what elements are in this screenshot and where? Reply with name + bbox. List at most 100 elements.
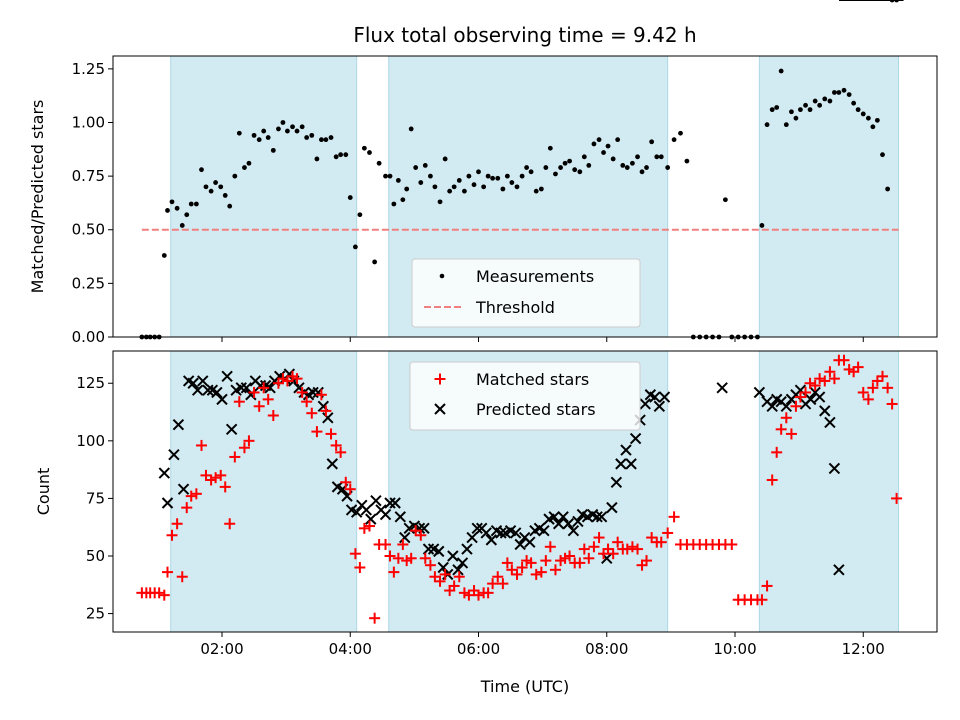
predicted-point <box>322 412 334 424</box>
measurement-point <box>357 212 363 218</box>
measurement-point <box>630 160 635 166</box>
matched-point <box>891 492 903 504</box>
x-tick-label: 06:00 <box>457 640 500 658</box>
matched-point <box>181 502 193 514</box>
measurement-point <box>620 162 626 168</box>
measurement-point <box>778 68 784 74</box>
y-tick-label: 0.75 <box>72 167 105 185</box>
matched-point <box>335 446 347 458</box>
y-tick-label: 75 <box>86 489 105 507</box>
matched-point <box>886 398 898 410</box>
measurement-point <box>323 137 329 143</box>
measurement-point <box>528 169 534 175</box>
matched-point <box>397 538 409 550</box>
matched-point <box>215 469 227 481</box>
predicted-point <box>658 391 671 403</box>
measurement-point <box>199 167 204 173</box>
measurement-point <box>658 154 664 160</box>
matched-point <box>171 518 183 530</box>
matched-point <box>662 527 674 539</box>
matched-point <box>852 361 864 373</box>
predicted-point <box>804 393 817 406</box>
measurement-point <box>481 184 487 190</box>
matched-point <box>267 409 279 421</box>
predicted-point <box>168 448 180 461</box>
predicted-point <box>197 375 209 387</box>
measurement-point <box>299 124 305 130</box>
measurement-point <box>285 128 290 134</box>
measurement-point <box>504 173 510 179</box>
matched-point <box>766 474 778 486</box>
matched-point <box>434 575 446 587</box>
measurement-point <box>418 180 424 185</box>
measurement-point <box>822 96 828 102</box>
x-tick-label: 08:00 <box>585 640 628 658</box>
matched-point <box>219 481 231 493</box>
matched-point <box>668 511 680 523</box>
predicted-point <box>221 370 233 383</box>
measurement-point <box>242 165 247 170</box>
x-axis-label: Time (UTC) <box>480 677 569 696</box>
predicted-point <box>629 432 642 445</box>
predicted-point <box>606 501 618 514</box>
matched-point <box>248 386 260 398</box>
measurement-point <box>500 186 506 192</box>
measurement-point <box>577 169 583 175</box>
measurement-point <box>466 173 472 179</box>
measurement-point <box>227 203 233 209</box>
predicted-point <box>202 384 214 396</box>
y-axis-label-bottom: Count <box>34 468 53 516</box>
legend-predicted-marker <box>434 403 446 415</box>
matched-point <box>790 400 802 412</box>
legend-predicted-label: Predicted stars <box>476 400 596 419</box>
measurement-point <box>213 180 218 185</box>
measurement-point <box>179 223 185 228</box>
matched-point <box>424 559 436 571</box>
predicted-point <box>211 386 223 399</box>
measurement-point <box>722 197 728 203</box>
measurement-point <box>841 87 847 93</box>
y-tick-label: 0.25 <box>72 274 105 292</box>
measurement-point <box>591 141 597 147</box>
matched-point <box>838 354 850 366</box>
matched-point <box>578 543 590 555</box>
measurement-point <box>586 162 592 168</box>
matched-point <box>311 426 323 438</box>
predicted-point <box>509 527 522 539</box>
matched-point <box>593 532 605 544</box>
predicted-point <box>753 386 766 399</box>
observing-interval-3 <box>758 55 900 338</box>
measurement-point <box>836 90 842 95</box>
measurement-point <box>490 175 496 181</box>
measurement-point <box>280 120 286 125</box>
measurement-point <box>649 139 655 145</box>
measurement-point <box>391 201 397 207</box>
measurement-point <box>265 135 271 140</box>
predicted-point <box>389 497 401 509</box>
measurement-point <box>832 90 837 95</box>
measurement-point <box>314 156 320 162</box>
matched-point <box>325 428 337 440</box>
matched-point <box>296 386 308 398</box>
measurement-point <box>495 175 501 181</box>
measurement-point <box>361 145 367 151</box>
measurement-point <box>432 184 438 190</box>
measurement-point <box>870 124 876 130</box>
matched-point <box>453 571 465 583</box>
measurement-point <box>270 147 276 153</box>
measurement-point <box>827 98 833 104</box>
matched-point <box>262 393 274 405</box>
matched-point <box>771 446 783 458</box>
predicted-point <box>350 506 363 518</box>
measurement-point <box>251 132 257 138</box>
measurement-point <box>319 137 324 143</box>
y-tick-label: 0.50 <box>72 221 105 239</box>
matched-point <box>824 366 836 378</box>
predicted-point <box>485 534 498 546</box>
predicted-point <box>370 495 382 507</box>
predicted-point <box>447 550 459 562</box>
y-ticks-top: 0.00 0.25 0.50 0.75 1.00 1.25 <box>72 60 113 346</box>
matched-point <box>291 373 303 385</box>
matched-point <box>775 423 787 435</box>
matched-point <box>497 578 509 590</box>
